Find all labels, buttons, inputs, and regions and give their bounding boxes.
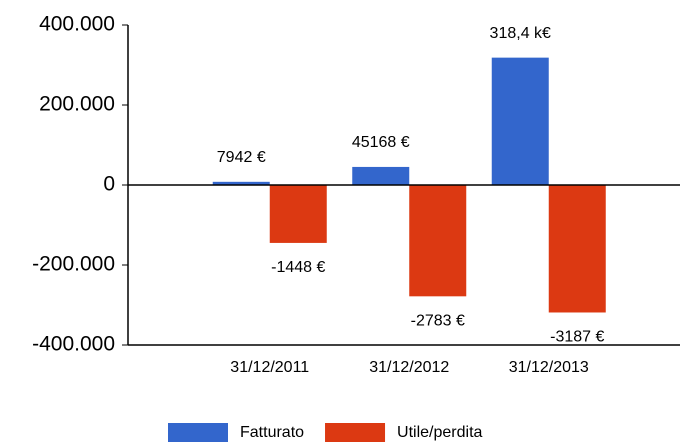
data-label: 318,4 k€ [490, 25, 551, 42]
bar [352, 166, 410, 185]
data-label: -2783 € [411, 313, 465, 330]
data-label: 7942 € [217, 149, 266, 166]
y-tick-label: -400.000 [32, 333, 115, 356]
x-tick-label: 31/12/2013 [509, 359, 589, 376]
legend-label: Utile/perdita [397, 424, 482, 441]
bar [212, 181, 270, 185]
x-tick-label: 31/12/2011 [230, 359, 309, 376]
legend-swatch [325, 423, 386, 442]
y-tick-label: 0 [103, 173, 115, 196]
x-tick-label: 31/12/2012 [369, 359, 449, 376]
bar [491, 57, 549, 185]
bar [269, 185, 327, 243]
bar [409, 185, 467, 297]
legend-swatch [168, 423, 228, 442]
y-tick-label: 400.000 [39, 13, 115, 36]
y-tick-label: 200.000 [39, 93, 115, 116]
data-label: -1448 € [271, 259, 325, 276]
data-label: -3187 € [550, 329, 604, 346]
legend-label: Fatturato [240, 424, 304, 441]
bar [548, 185, 606, 313]
data-label: 45168 € [352, 134, 410, 151]
y-tick-label: -200.000 [32, 253, 115, 276]
